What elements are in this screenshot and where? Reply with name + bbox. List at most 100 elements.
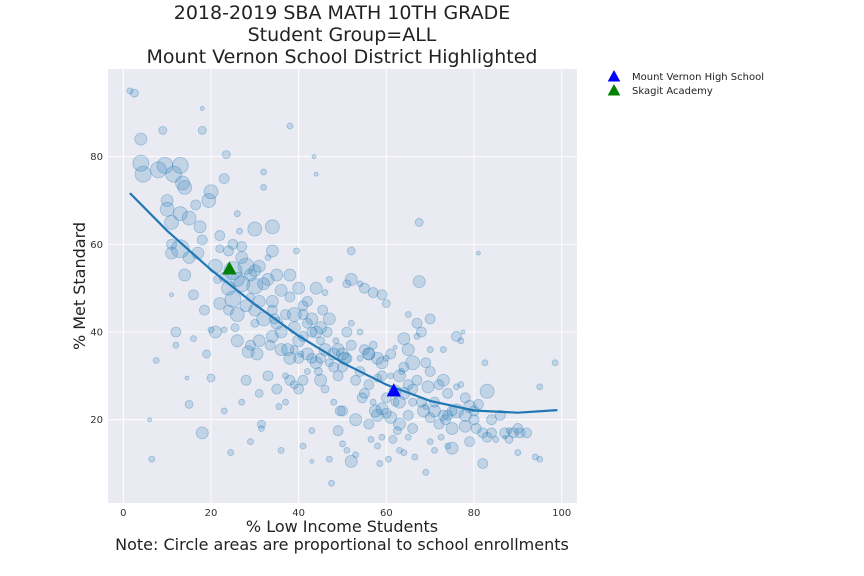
school-point — [297, 350, 305, 358]
school-point — [356, 354, 364, 362]
school-point — [305, 312, 319, 326]
school-point — [440, 414, 451, 426]
school-point — [275, 403, 283, 410]
school-point — [436, 373, 450, 387]
school-point — [311, 154, 317, 160]
school-point — [264, 339, 276, 351]
school-point — [306, 326, 318, 338]
school-point — [374, 442, 381, 450]
school-point — [536, 383, 544, 391]
school-point — [224, 290, 242, 308]
school-point — [196, 234, 208, 246]
school-point — [457, 337, 465, 345]
school-point — [129, 88, 139, 98]
school-point — [297, 300, 309, 312]
school-point — [293, 352, 305, 364]
school-point — [265, 330, 279, 343]
school-point — [343, 446, 351, 454]
school-point — [169, 292, 174, 298]
school-point — [479, 383, 495, 399]
school-point — [380, 407, 392, 419]
chart-footnote: Note: Circle areas are proportional to s… — [115, 535, 569, 554]
school-point — [221, 150, 231, 159]
x-tick-label: 40 — [292, 508, 305, 519]
x-tick-label: 20 — [205, 508, 218, 519]
legend-label-mount-vernon-high-school: Mount Vernon High School — [632, 72, 764, 83]
legend-marker-skagit-academy — [607, 84, 621, 96]
school-point — [197, 125, 207, 135]
school-point — [309, 356, 323, 370]
school-point — [371, 408, 384, 422]
school-point — [356, 392, 368, 404]
school-point — [376, 289, 388, 301]
school-point — [392, 426, 402, 436]
school-point — [314, 373, 327, 387]
school-point — [203, 184, 219, 200]
x-tick-label: 0 — [120, 508, 126, 519]
school-point — [152, 357, 160, 364]
y-tick-label: 20 — [90, 415, 103, 426]
x-tick-label: 60 — [380, 508, 393, 519]
school-point — [328, 479, 335, 487]
school-point — [514, 427, 526, 439]
y-tick-label: 40 — [90, 328, 103, 339]
school-point — [284, 291, 296, 303]
school-point — [551, 359, 559, 367]
school-point — [411, 317, 423, 329]
school-point — [322, 312, 336, 326]
school-point — [170, 239, 190, 259]
school-point — [376, 460, 384, 467]
school-point — [265, 244, 279, 258]
school-point — [286, 307, 302, 322]
school-point — [407, 423, 419, 434]
school-point — [170, 326, 182, 338]
school-point — [408, 397, 418, 407]
trend-line — [129, 192, 558, 414]
school-point — [266, 304, 278, 316]
school-point — [332, 337, 340, 345]
school-point — [236, 227, 243, 235]
school-point — [385, 348, 397, 360]
school-point — [345, 339, 357, 351]
school-point — [433, 418, 445, 430]
school-point — [316, 336, 325, 346]
school-point — [341, 352, 353, 364]
school-point — [356, 328, 364, 336]
school-point — [475, 250, 481, 256]
school-point — [214, 230, 226, 241]
school-point — [260, 168, 268, 176]
x-axis-label: % Low Income Students — [246, 517, 438, 536]
school-point — [261, 273, 275, 286]
chart-title-line-1: 2018-2019 SBA MATH 10TH GRADE — [174, 2, 510, 24]
school-point — [264, 254, 272, 261]
school-point — [223, 245, 234, 257]
school-point — [442, 409, 454, 421]
highlight-marker-skagit-academy — [222, 261, 237, 275]
school-point — [132, 154, 150, 172]
school-point — [244, 268, 257, 282]
school-point — [396, 446, 403, 454]
school-point — [301, 347, 314, 361]
school-point — [172, 341, 180, 349]
school-point — [199, 304, 210, 316]
school-point — [304, 368, 311, 375]
school-point — [531, 453, 539, 461]
school-point — [341, 326, 353, 338]
school-point — [505, 427, 513, 435]
school-point — [293, 383, 305, 395]
school-point — [339, 440, 346, 448]
school-point — [400, 449, 408, 456]
school-point — [206, 373, 216, 383]
school-point — [257, 277, 271, 291]
school-point — [332, 370, 344, 382]
school-point — [166, 238, 177, 250]
school-point — [445, 422, 459, 435]
school-point — [229, 307, 245, 322]
school-point — [254, 389, 264, 398]
school-point — [126, 87, 134, 95]
school-point — [384, 411, 398, 424]
school-point — [362, 347, 376, 361]
school-point — [317, 304, 329, 316]
school-point — [181, 210, 197, 226]
school-point — [220, 407, 228, 415]
